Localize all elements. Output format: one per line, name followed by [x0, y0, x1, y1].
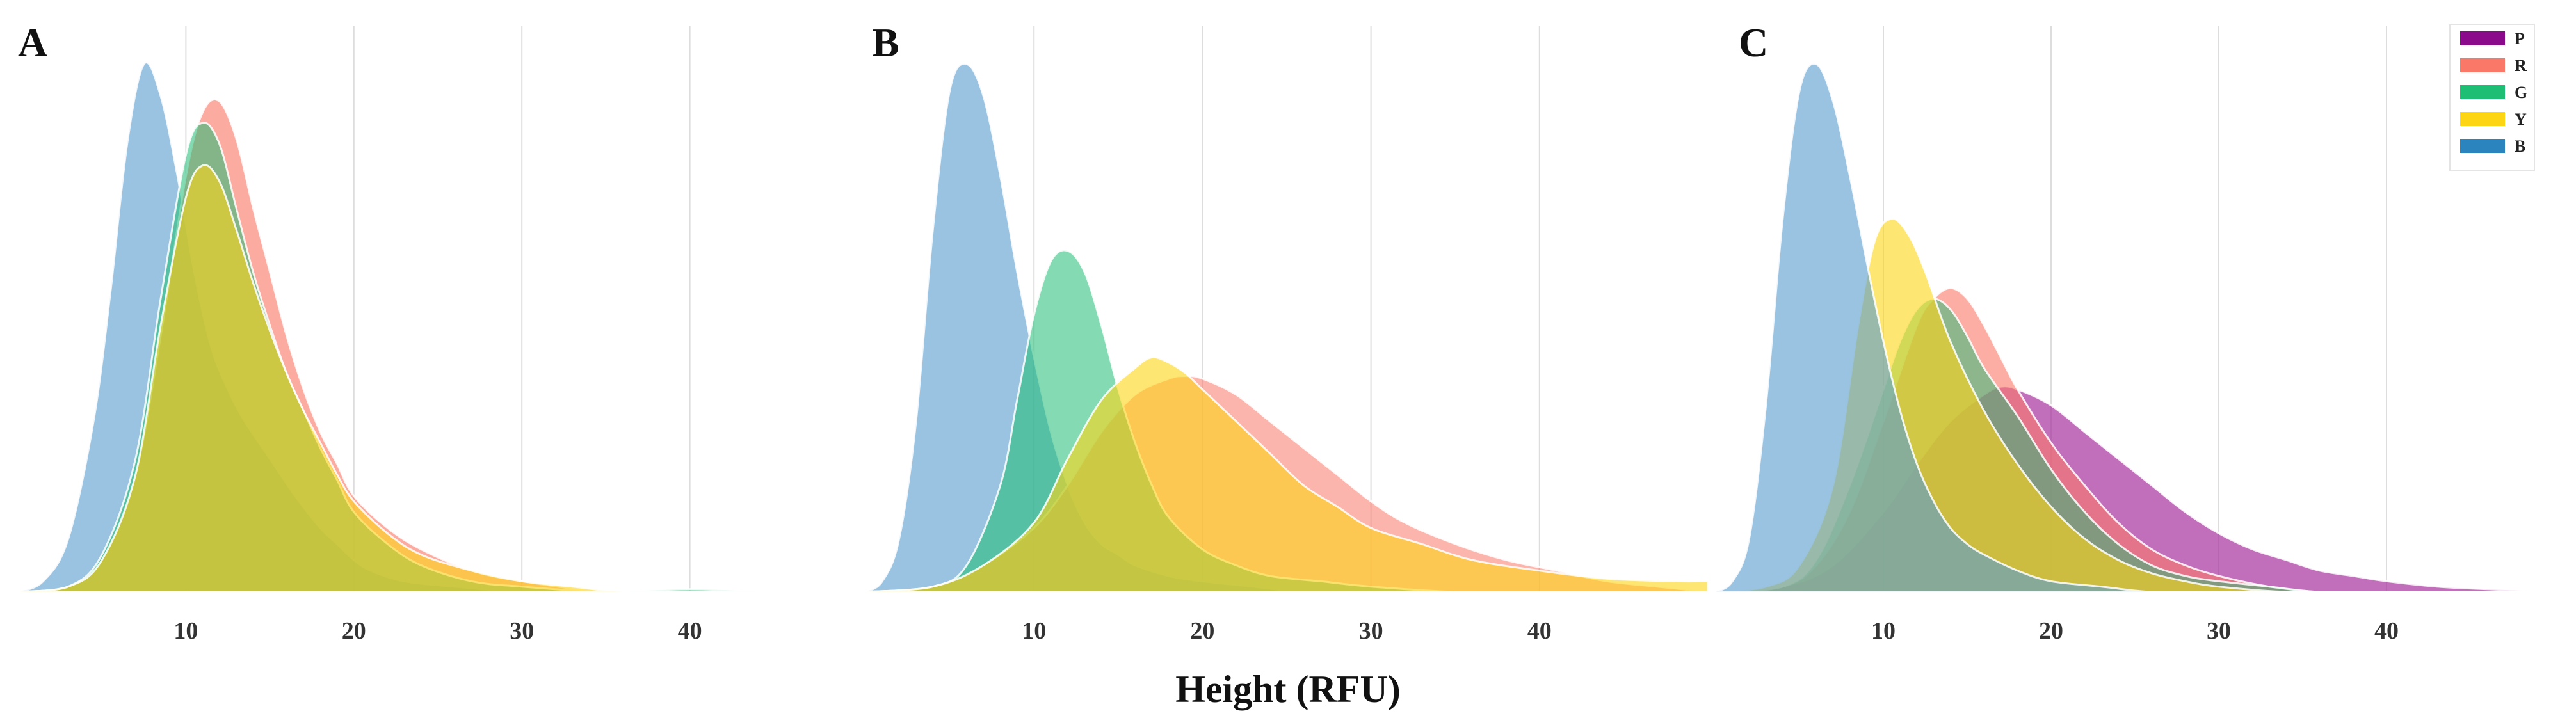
- panel-letter: A: [18, 20, 47, 65]
- tick-label-30: 30: [2207, 618, 2231, 644]
- tick-label-40: 40: [1527, 618, 1552, 644]
- legend-label-p: P: [2515, 29, 2525, 48]
- panel-letter: C: [1739, 20, 1768, 65]
- legend-swatch-r: [2460, 58, 2505, 72]
- tick-label-30: 30: [510, 618, 534, 644]
- tick-label-20: 20: [342, 618, 366, 644]
- tick-label-30: 30: [1359, 618, 1383, 644]
- tick-label-20: 20: [2039, 618, 2063, 644]
- x-axis-label: Height (RFU): [1175, 668, 1401, 710]
- density-a-y: [17, 164, 858, 593]
- tick-label-40: 40: [2374, 618, 2399, 644]
- legend-label-y: Y: [2515, 110, 2527, 129]
- panel-letter: B: [872, 20, 899, 65]
- tick-label-10: 10: [1871, 618, 1896, 644]
- legend-swatch-g: [2460, 85, 2505, 99]
- tick-label-40: 40: [678, 618, 702, 644]
- legend-label-g: G: [2515, 83, 2527, 102]
- tick-label-10: 10: [1022, 618, 1046, 644]
- tick-label-20: 20: [1190, 618, 1214, 644]
- legend-swatch-b: [2460, 139, 2505, 153]
- panel-a: 10 20 30 40 A: [17, 20, 858, 644]
- density-b-y: [865, 356, 1709, 593]
- legend-label-b: B: [2515, 137, 2525, 156]
- panel-b: 10 20 30 40 B: [862, 20, 1709, 644]
- legend-label-r: R: [2515, 56, 2527, 75]
- tick-label-10: 10: [173, 618, 198, 644]
- legend-swatch-y: [2460, 112, 2505, 126]
- density-c-b: [1712, 63, 2554, 593]
- panel-c: 10 20 30 40 C: [1712, 20, 2555, 644]
- legend-swatch-p: [2460, 31, 2505, 45]
